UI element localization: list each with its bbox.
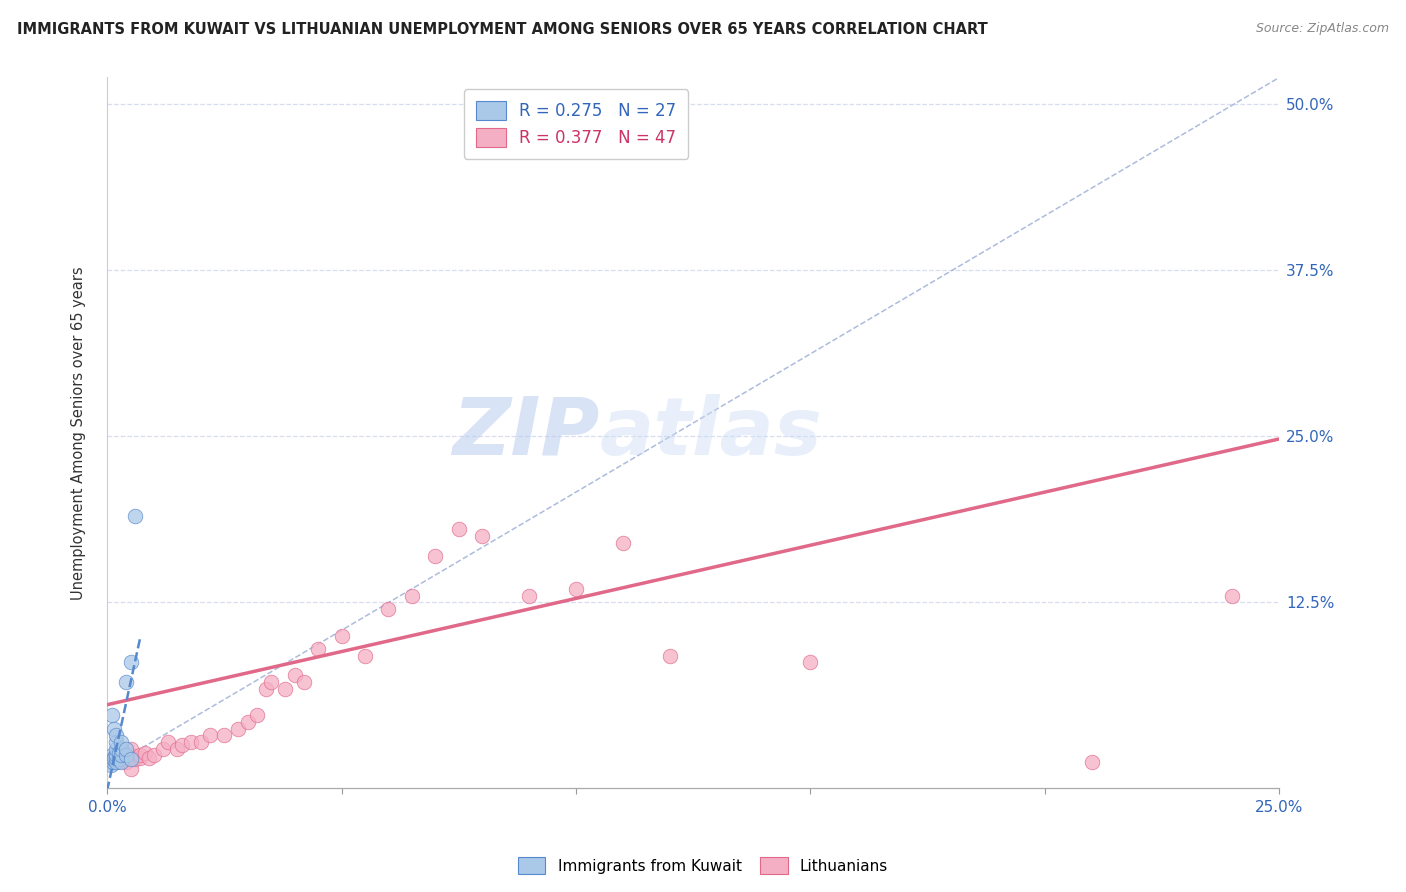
Point [330, 629, 353, 643]
Point [799, 655, 821, 669]
Point [284, 668, 307, 682]
Point [565, 582, 588, 596]
Point [124, 508, 146, 523]
Point [1080, 755, 1102, 769]
Point [307, 641, 329, 656]
Point [612, 535, 634, 549]
Point [120, 741, 142, 756]
Text: atlas: atlas [599, 394, 823, 472]
Point [105, 735, 128, 749]
Point [401, 589, 423, 603]
Point [152, 741, 174, 756]
Point [260, 675, 283, 690]
Point [1222, 589, 1244, 603]
Point [128, 748, 150, 763]
Point [105, 728, 128, 742]
Point [103, 751, 125, 765]
Point [110, 751, 132, 765]
Point [114, 741, 136, 756]
Point [100, 752, 122, 766]
Point [228, 722, 250, 736]
Point [172, 738, 194, 752]
Point [246, 708, 269, 723]
Point [103, 722, 125, 736]
Point [214, 728, 236, 742]
Point [236, 714, 259, 729]
Point [124, 752, 146, 766]
Text: ZIP: ZIP [453, 394, 599, 472]
Point [100, 757, 122, 772]
Point [134, 746, 156, 760]
Point [101, 755, 124, 769]
Point [292, 675, 315, 690]
Point [114, 675, 136, 690]
Point [105, 748, 128, 763]
Point [105, 755, 128, 769]
Point [166, 741, 188, 756]
Point [658, 648, 681, 663]
Point [100, 751, 122, 765]
Point [101, 752, 124, 766]
Point [128, 751, 150, 765]
Point [100, 755, 122, 769]
Point [120, 748, 142, 763]
Point [425, 549, 447, 563]
Point [157, 735, 180, 749]
Point [114, 752, 136, 766]
Point [120, 655, 142, 669]
Point [105, 741, 128, 756]
Point [100, 748, 122, 763]
Point [517, 589, 540, 603]
Point [98, 755, 121, 769]
Point [200, 728, 222, 742]
Point [120, 752, 142, 766]
Point [105, 755, 128, 769]
Point [110, 741, 132, 756]
Legend: R = 0.275   N = 27, R = 0.377   N = 47: R = 0.275 N = 27, R = 0.377 N = 47 [464, 89, 688, 159]
Point [256, 681, 278, 696]
Point [274, 681, 297, 696]
Point [107, 752, 129, 766]
Point [114, 748, 136, 763]
Point [138, 751, 160, 765]
Point [354, 648, 377, 663]
Point [143, 748, 166, 763]
Point [105, 751, 128, 765]
Point [120, 762, 142, 776]
Point [180, 735, 202, 749]
Point [114, 755, 136, 769]
Y-axis label: Unemployment Among Seniors over 65 years: Unemployment Among Seniors over 65 years [72, 266, 86, 599]
Point [100, 708, 122, 723]
Point [190, 735, 212, 749]
Point [110, 754, 132, 768]
Point [110, 755, 132, 769]
Legend: Immigrants from Kuwait, Lithuanians: Immigrants from Kuwait, Lithuanians [512, 851, 894, 880]
Point [110, 735, 132, 749]
Point [377, 602, 399, 616]
Text: Source: ZipAtlas.com: Source: ZipAtlas.com [1256, 22, 1389, 36]
Point [107, 746, 129, 760]
Point [447, 522, 470, 536]
Point [110, 748, 132, 763]
Text: IMMIGRANTS FROM KUWAIT VS LITHUANIAN UNEMPLOYMENT AMONG SENIORS OVER 65 YEARS CO: IMMIGRANTS FROM KUWAIT VS LITHUANIAN UNE… [17, 22, 987, 37]
Point [471, 529, 494, 543]
